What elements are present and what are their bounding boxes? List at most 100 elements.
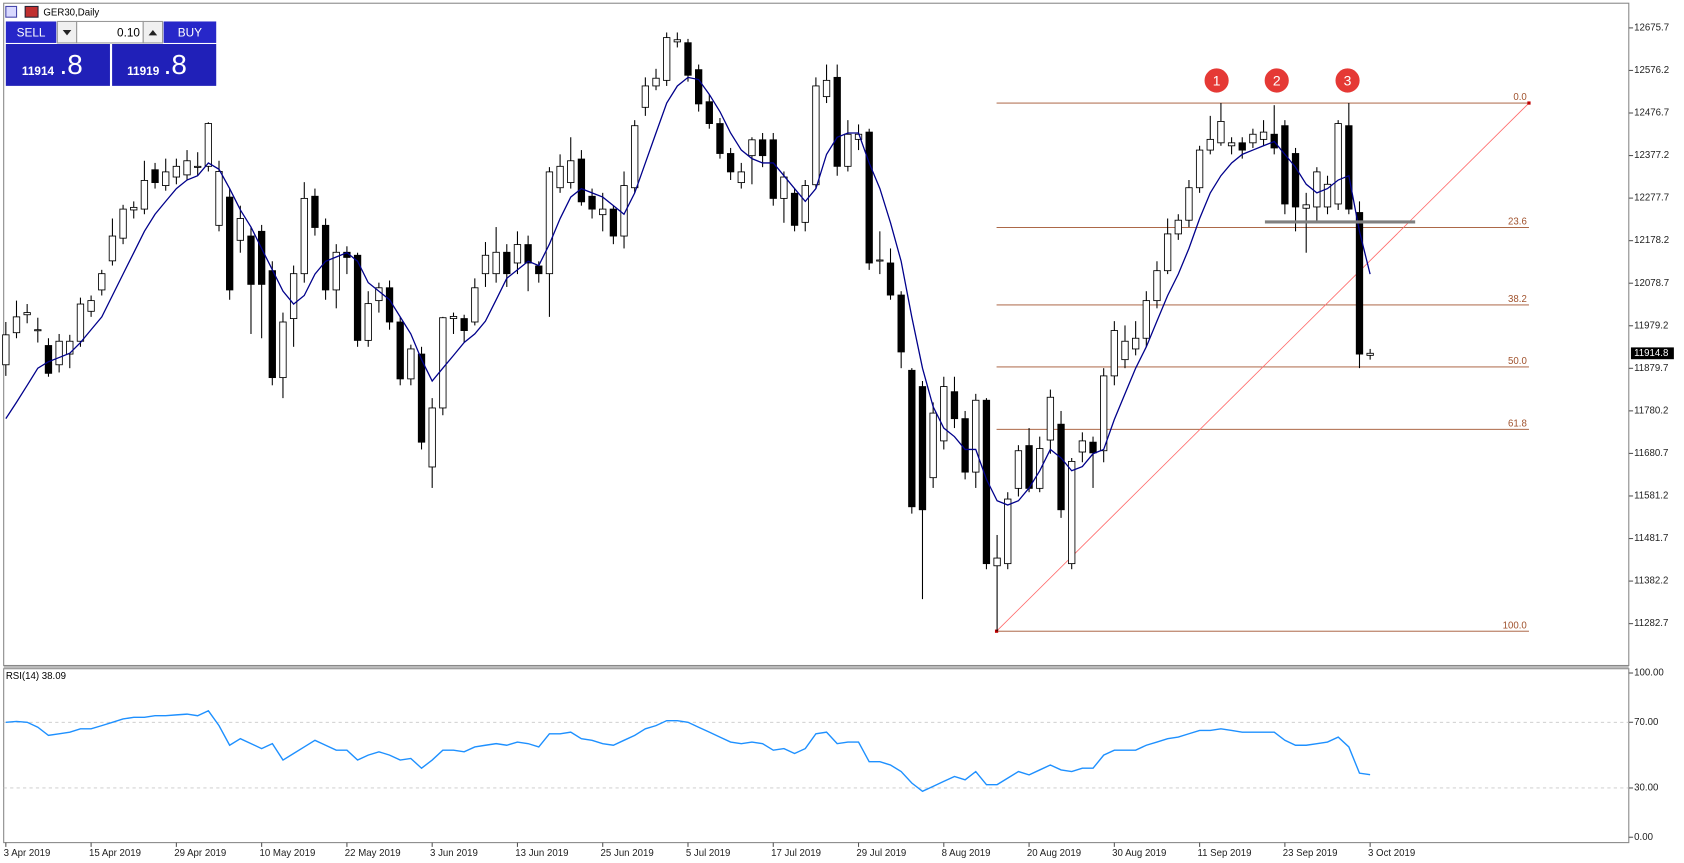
up-arrow [148,30,158,36]
candle-body [758,139,767,157]
candle-body [439,317,447,409]
y-tick-label: 11780.2 [1634,405,1668,416]
y-tick-label: 12078.7 [1634,278,1669,289]
candle-body [972,399,980,473]
candle-body [1355,212,1364,355]
candle-body [748,139,756,157]
candle-body [1334,123,1342,205]
candle-body [812,85,820,186]
candle-body [1185,187,1193,221]
x-tick-label: 3 Oct 2019 [1368,848,1415,859]
x-tick-label: 11 Sep 2019 [1197,848,1251,859]
candle-body [140,180,149,210]
candle-body [577,158,586,203]
y-tick-label: 12178.2 [1634,235,1669,246]
annotation-label: 1 [1213,72,1221,88]
candle-body [844,133,852,167]
rsi-title: RSI(14) 38.09 [6,671,66,682]
candle-body [1366,352,1374,356]
candle-body [2,334,10,366]
rsi-line [5,709,1371,793]
candle-body [833,76,841,167]
candle-body [471,287,479,323]
candle-body [1014,450,1023,489]
candle-body [705,101,713,124]
x-tick-label: 10 May 2019 [259,848,315,859]
icon [24,5,39,18]
candle-body [1302,204,1310,209]
candle-body [1195,149,1204,189]
ask-box[interactable] [112,44,217,86]
fib-label: 23.6 [1508,217,1527,228]
candle-body [311,195,319,228]
candle-body [993,557,1001,567]
candle-body [737,171,745,184]
candle-body [929,412,937,479]
candle-body [1132,337,1140,350]
candle-body [1110,330,1118,377]
sell-button[interactable] [5,21,57,43]
candle-body [1036,448,1044,489]
fib-label: 100.0 [1503,620,1527,631]
candle-body [982,399,991,565]
candle-body [556,165,564,189]
y-tick-label: 11680.7 [1634,448,1668,459]
bid-box[interactable] [5,44,110,86]
candle-body [257,230,266,285]
candle-body [1174,219,1182,235]
y-tick-label: 100.00 [1634,668,1664,679]
candle-body [588,195,596,210]
annotation-marker [1202,66,1231,95]
candle-body [172,165,181,178]
candle-body [162,171,170,187]
candle-body [449,316,458,320]
x-tick-label: 29 Apr 2019 [174,848,226,859]
annotation-label: 2 [1273,72,1281,88]
candle-body [428,407,436,468]
y-tick-label: 11879.7 [1634,363,1668,374]
fib-label: 61.8 [1508,419,1527,430]
candle-body [503,251,511,275]
buy-button[interactable] [163,21,217,43]
x-tick-label: 3 Jun 2019 [430,848,478,859]
candle-body [321,224,330,291]
y-tick-label: 11979.2 [1634,320,1668,331]
fib-label: 50.0 [1508,356,1527,367]
candle-body [108,235,117,262]
candle-body [716,123,724,154]
candle-body [950,391,959,420]
trendline-anchor [994,629,999,633]
candle-body [236,218,244,241]
candle-body [481,254,490,275]
candle-body [652,77,660,87]
candle-body [407,348,415,380]
candle-body [396,321,404,380]
y-tick-label: 12576.2 [1634,65,1669,76]
candle-body [226,196,234,291]
x-tick-label: 25 Jun 2019 [601,848,654,859]
y-tick-label: 12675.7 [1634,22,1669,33]
candle-body [76,303,85,342]
y-tick-label: 0.00 [1634,832,1653,843]
candle-body [417,353,426,443]
y-tick-label: 12277.7 [1634,193,1669,204]
x-tick-label: 17 Jul 2019 [771,848,821,859]
candle-body [684,42,692,76]
candle-body [1345,125,1353,210]
candle-body [332,251,340,291]
candle-body [1323,183,1332,208]
moving-average [5,76,1371,506]
candle-body [87,300,95,312]
sell-label: SELL [17,25,46,39]
candle-body [151,169,159,184]
chart-title: GER30,Daily [43,7,99,18]
candle-body [66,340,74,355]
candle-body [1089,441,1097,454]
candle-body [98,273,106,291]
candle-body [1281,125,1289,205]
x-tick-label: 29 Jul 2019 [856,848,906,859]
candle-body [1004,498,1012,565]
icon [5,5,18,18]
